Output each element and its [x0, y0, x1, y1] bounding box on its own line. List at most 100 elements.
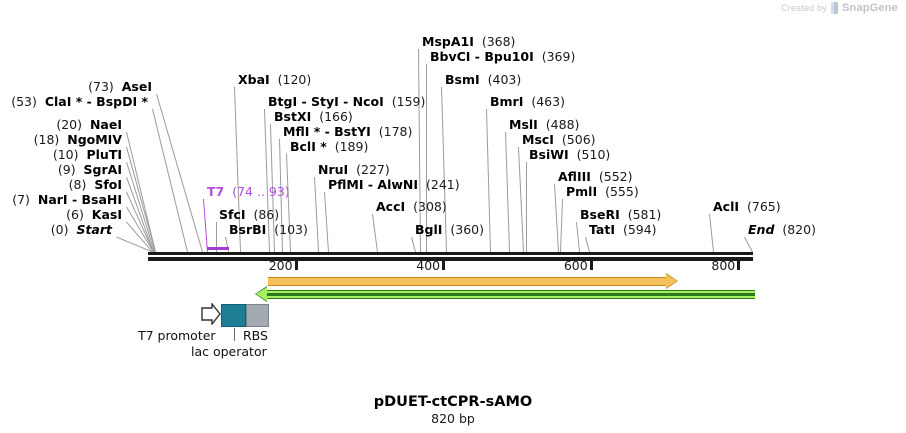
cut-site-position: (86)	[253, 207, 280, 222]
legend-divider	[234, 328, 235, 341]
cut-site-label: BseRI (581)	[580, 207, 662, 222]
legend-label-rbs: RBS	[243, 328, 268, 343]
cut-site-label: SfcI (86)	[219, 207, 280, 222]
cut-site-name: PluTI	[86, 147, 122, 162]
cut-site-leader	[576, 221, 580, 253]
cut-site-position: (18)	[33, 132, 60, 147]
cut-site-name: SgrAI	[83, 162, 122, 177]
orange-arrow-body	[268, 277, 666, 286]
ruler-tick	[294, 261, 298, 270]
cut-site-name: BglI	[415, 222, 443, 237]
cut-site-label: MspA1I (368)	[422, 34, 516, 49]
cut-site-name: NgoMIV	[67, 132, 122, 147]
cut-site-name: AccI	[376, 199, 406, 214]
cut-site-name: End	[748, 222, 775, 237]
cut-site-label: BbvCI - Bpu10I (369)	[430, 49, 576, 64]
cut-site-position: (360)	[450, 222, 484, 237]
cut-site-label: XbaI (120)	[238, 72, 312, 87]
cut-site-label: AflIII (552)	[558, 169, 632, 184]
cut-site-label: MflI * - BstYI (178)	[283, 124, 412, 139]
cut-site-position: (20)	[56, 117, 83, 132]
cut-site-position: (594)	[622, 222, 657, 237]
cut-site-position: (488)	[545, 117, 580, 132]
rbs-box-icon	[246, 304, 269, 327]
cut-site-name: BstXI	[274, 109, 312, 124]
cut-site-name: NruI	[318, 162, 349, 177]
cut-site-leader	[505, 131, 510, 253]
cut-site-leader	[372, 213, 378, 253]
lac-operator-box-icon	[221, 304, 246, 327]
cut-site-leader	[411, 236, 416, 253]
green-arrow-head	[256, 287, 267, 301]
cut-site-name: MflI * - BstYI	[283, 124, 371, 139]
cut-site-name: BseRI	[580, 207, 620, 222]
cut-site-leader	[203, 198, 208, 253]
cut-site-name: MslI	[509, 117, 538, 132]
cut-site-position: (166)	[319, 109, 353, 124]
cut-site-label: MscI (506)	[522, 132, 596, 147]
cut-site-name: AseI	[121, 79, 152, 94]
cut-site-position: (581)	[627, 207, 662, 222]
cut-site-name: AclI	[713, 199, 740, 214]
watermark-prefix: Created by	[780, 3, 827, 13]
cut-site-leader	[156, 93, 203, 253]
cut-site-label: BmrI (463)	[490, 94, 565, 109]
cut-site-name: BclI *	[290, 139, 327, 154]
cut-site-leader	[709, 213, 714, 253]
cut-site-position: (189)	[334, 139, 369, 154]
cut-site-leader	[152, 108, 188, 253]
cut-site-name: BsmI	[445, 72, 480, 87]
ruler-label: 800	[711, 258, 736, 273]
cut-site-position: (159)	[391, 94, 426, 109]
cut-site-position: (463)	[531, 94, 565, 109]
cut-site-position: (765)	[746, 199, 781, 214]
cut-site-name: MspA1I	[422, 34, 474, 49]
cut-site-position: (10)	[52, 147, 79, 162]
cut-site-label: AccI (308)	[376, 199, 447, 214]
cut-site-position: (506)	[561, 132, 596, 147]
t7-promoter-marker	[207, 247, 229, 250]
cut-site-label: PmlI (555)	[566, 185, 639, 199]
cut-site-leader	[560, 198, 563, 253]
cut-site-position: (8)	[68, 177, 87, 192]
sequence-backbone-gap	[148, 255, 753, 257]
cut-site-position: (103)	[274, 222, 308, 237]
cut-site-position: (227)	[356, 162, 390, 177]
cut-site-position: (369)	[541, 49, 576, 64]
cut-site-position: (308)	[413, 199, 447, 214]
cut-site-name: BmrI	[490, 94, 524, 109]
cut-site-leader	[426, 64, 427, 252]
cut-site-label: BglI (360)	[415, 222, 484, 237]
snapgene-watermark: Created by SnapGene	[781, 2, 898, 14]
cut-site-leader	[585, 236, 590, 253]
green-arrow-inner-line	[267, 293, 755, 296]
cut-site-name: AflIII	[558, 169, 591, 184]
cut-site-label: (6) KasI	[66, 207, 122, 222]
orange-arrow-head	[666, 274, 677, 288]
cut-site-label: (20) NaeI	[56, 117, 122, 132]
cut-site-leader	[324, 191, 329, 253]
cut-site-leader	[216, 222, 217, 252]
ruler-tick	[442, 261, 446, 270]
cut-site-name: BsiWI	[529, 147, 569, 162]
cut-site-label: (8) SfoI	[68, 177, 122, 192]
sequence-backbone-bottom	[148, 257, 753, 261]
cut-site-leader	[744, 236, 753, 253]
cut-site-name: NarI - BsaHI	[37, 192, 122, 207]
cut-site-position: (73)	[88, 79, 114, 94]
cut-site-position: (368)	[481, 34, 516, 49]
cut-site-label: PflMI - AlwNI (241)	[328, 178, 460, 192]
ruler-tick	[589, 261, 593, 270]
cut-site-label: (0) Start	[51, 223, 112, 237]
cut-site-leader	[518, 146, 524, 253]
cut-site-name: ClaI * - BspDI *	[44, 94, 148, 109]
cut-site-position: (120)	[277, 72, 312, 87]
cut-site-label: (53) ClaI * - BspDI *	[11, 94, 148, 109]
cut-site-position: (7)	[12, 192, 30, 207]
ruler-label: 400	[416, 258, 441, 273]
cut-site-position: (74 .. 93)	[232, 184, 290, 199]
watermark-brand: SnapGene	[841, 2, 898, 14]
cut-site-position: (6)	[66, 207, 84, 222]
cut-site-label: BstXI (166)	[274, 109, 353, 124]
cut-site-label: BsrBI (103)	[229, 222, 308, 237]
